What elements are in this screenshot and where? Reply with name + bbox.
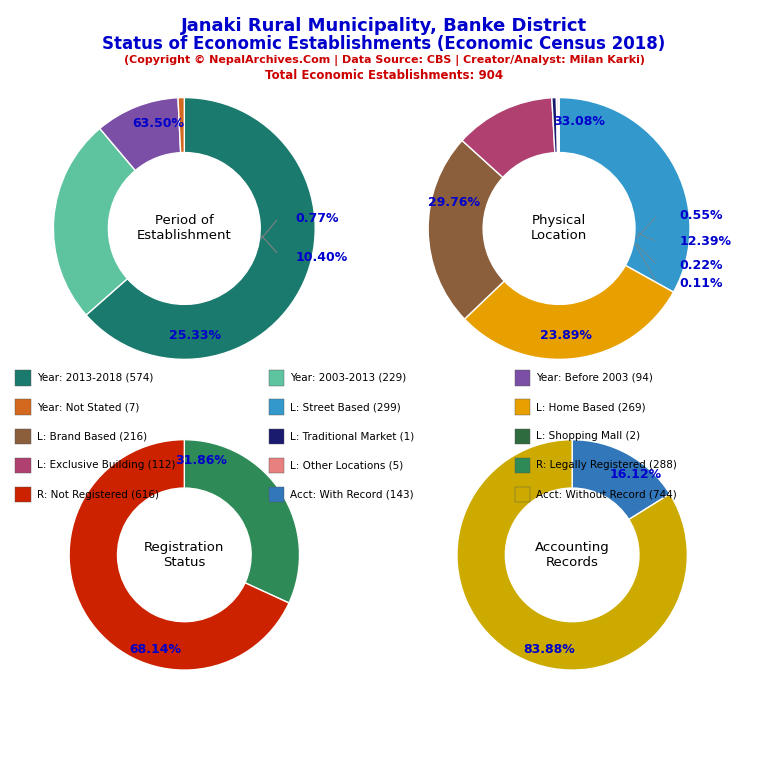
- Text: Year: Before 2003 (94): Year: Before 2003 (94): [536, 372, 653, 383]
- Text: 68.14%: 68.14%: [130, 643, 181, 656]
- Wedge shape: [86, 98, 315, 359]
- Text: 0.11%: 0.11%: [680, 277, 723, 290]
- Text: L: Traditional Market (1): L: Traditional Market (1): [290, 431, 415, 442]
- Wedge shape: [465, 266, 674, 359]
- Text: Year: 2003-2013 (229): Year: 2003-2013 (229): [290, 372, 406, 383]
- Wedge shape: [572, 439, 670, 519]
- Wedge shape: [178, 98, 184, 153]
- Text: R: Not Registered (616): R: Not Registered (616): [37, 489, 159, 500]
- Text: 10.40%: 10.40%: [296, 251, 348, 263]
- Text: (Copyright © NepalArchives.Com | Data Source: CBS | Creator/Analyst: Milan Karki: (Copyright © NepalArchives.Com | Data So…: [124, 55, 644, 66]
- Wedge shape: [556, 98, 558, 153]
- Text: Total Economic Establishments: 904: Total Economic Establishments: 904: [265, 69, 503, 82]
- Text: 0.55%: 0.55%: [680, 209, 723, 222]
- Text: Status of Economic Establishments (Economic Census 2018): Status of Economic Establishments (Econo…: [102, 35, 666, 52]
- Wedge shape: [462, 98, 554, 177]
- Text: L: Shopping Mall (2): L: Shopping Mall (2): [536, 431, 641, 442]
- Wedge shape: [552, 98, 558, 153]
- Text: L: Other Locations (5): L: Other Locations (5): [290, 460, 403, 471]
- Text: 33.08%: 33.08%: [553, 114, 604, 127]
- Text: Physical
Location: Physical Location: [531, 214, 588, 243]
- Text: 63.50%: 63.50%: [132, 118, 184, 131]
- Text: Year: 2013-2018 (574): Year: 2013-2018 (574): [37, 372, 154, 383]
- Wedge shape: [54, 128, 135, 315]
- Text: 31.86%: 31.86%: [176, 454, 227, 467]
- Text: L: Brand Based (216): L: Brand Based (216): [37, 431, 147, 442]
- Text: L: Exclusive Building (112): L: Exclusive Building (112): [37, 460, 175, 471]
- Wedge shape: [559, 98, 690, 292]
- Wedge shape: [558, 98, 559, 153]
- Text: 83.88%: 83.88%: [523, 643, 575, 656]
- Text: Acct: Without Record (744): Acct: Without Record (744): [536, 489, 677, 500]
- Wedge shape: [100, 98, 180, 170]
- Wedge shape: [184, 439, 300, 603]
- Text: Acct: With Record (143): Acct: With Record (143): [290, 489, 414, 500]
- Text: L: Street Based (299): L: Street Based (299): [290, 402, 401, 412]
- Text: 12.39%: 12.39%: [680, 235, 731, 248]
- Wedge shape: [429, 141, 505, 319]
- Text: 0.77%: 0.77%: [296, 211, 339, 224]
- Text: 0.22%: 0.22%: [680, 259, 723, 272]
- Text: Year: Not Stated (7): Year: Not Stated (7): [37, 402, 139, 412]
- Text: L: Home Based (269): L: Home Based (269): [536, 402, 646, 412]
- Text: 16.12%: 16.12%: [610, 468, 661, 481]
- Text: Registration
Status: Registration Status: [144, 541, 224, 569]
- Text: Accounting
Records: Accounting Records: [535, 541, 610, 569]
- Wedge shape: [457, 439, 687, 670]
- Text: 23.89%: 23.89%: [540, 329, 591, 343]
- Text: Period of
Establishment: Period of Establishment: [137, 214, 232, 243]
- Text: R: Legally Registered (288): R: Legally Registered (288): [536, 460, 677, 471]
- Text: 29.76%: 29.76%: [429, 196, 480, 209]
- Text: 25.33%: 25.33%: [169, 329, 220, 343]
- Text: Janaki Rural Municipality, Banke District: Janaki Rural Municipality, Banke Distric…: [181, 17, 587, 35]
- Wedge shape: [69, 439, 289, 670]
